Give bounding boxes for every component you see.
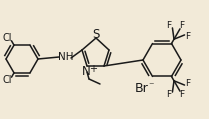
Text: NH: NH [58, 52, 74, 62]
Text: F: F [166, 21, 172, 30]
Text: Cl: Cl [3, 75, 12, 85]
Text: F: F [180, 21, 185, 30]
Text: F: F [166, 90, 172, 99]
Text: N: N [82, 65, 90, 78]
Text: ⁻: ⁻ [148, 81, 154, 91]
Text: F: F [185, 79, 191, 88]
Text: S: S [92, 27, 100, 40]
Text: Br: Br [135, 82, 149, 94]
Text: Cl: Cl [3, 33, 12, 43]
Text: +: + [89, 64, 97, 74]
Text: F: F [180, 90, 185, 99]
Text: F: F [185, 32, 191, 41]
